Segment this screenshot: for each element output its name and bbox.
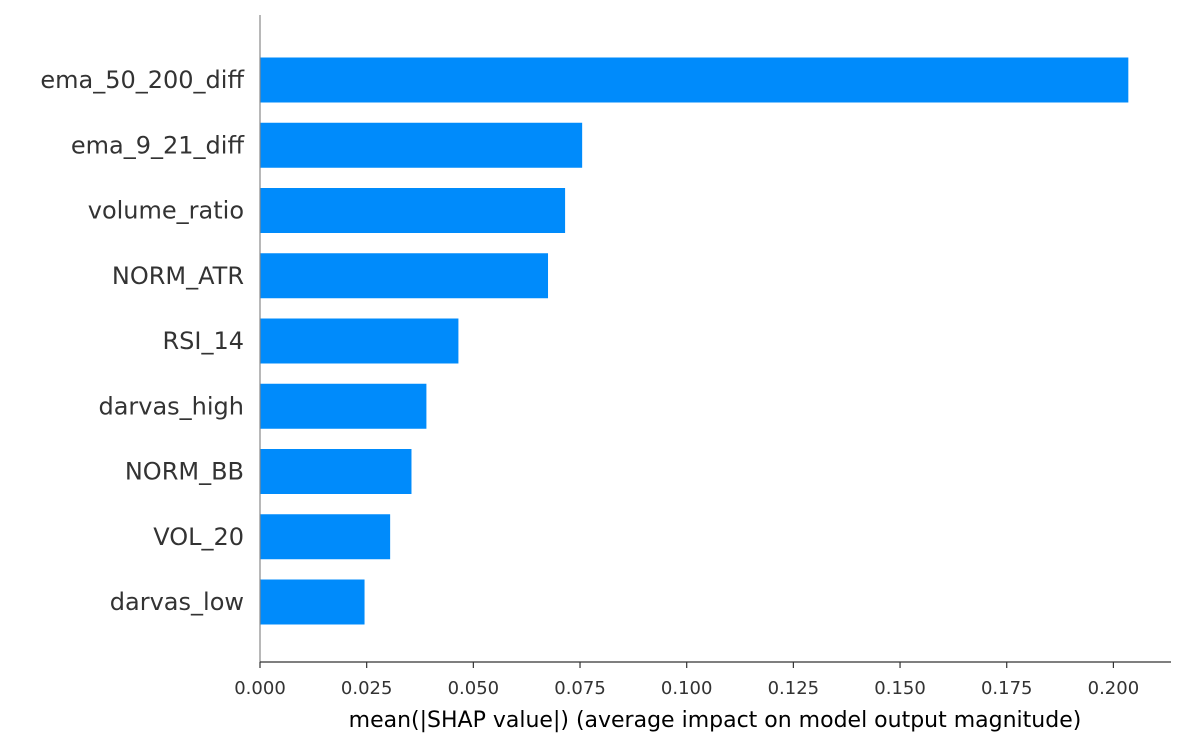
x-tick-label: 0.025 [341,678,393,699]
x-tick-label: 0.150 [874,678,926,699]
x-ticks-group: 0.000 0.025 0.050 0.075 0.100 0.125 0.150 0.175… [234,662,1139,699]
x-tick-label: 0.000 [234,678,286,699]
bars-group [260,57,1129,625]
bar-darvas_high [260,383,427,429]
x-axis-title: mean(|SHAP value|) (average impact on mo… [349,708,1082,733]
category-label: darvas_high [98,392,244,420]
category-labels-group: ema_50_200_diff ema_9_21_diff volume_ratio… [40,66,244,616]
x-tick-label: 0.075 [554,678,606,699]
category-label: ema_50_200_diff [40,66,244,94]
category-label: ema_9_21_diff [71,131,245,159]
category-label: RSI_14 [162,327,244,355]
x-tick-label: 0.100 [661,678,713,699]
bar-NORM_BB [260,449,412,494]
bar-ema_9_21_diff [260,122,583,168]
bar-volume_ratio [260,188,566,233]
x-tick-label: 0.125 [768,678,820,699]
category-label: volume_ratio [88,197,244,225]
x-tick-label: 0.200 [1088,678,1140,699]
x-tick-label: 0.175 [981,678,1033,699]
category-label: VOL_20 [153,523,244,551]
bar-VOL_20 [260,514,391,560]
category-label: darvas_low [110,588,244,616]
bar-NORM_ATR [260,253,549,299]
category-label: NORM_BB [125,458,244,486]
bar-darvas_low [260,579,365,625]
bar-RSI_14 [260,318,459,364]
bar-ema_50_200_diff [260,57,1129,103]
x-tick-label: 0.050 [448,678,500,699]
category-label: NORM_ATR [112,262,244,290]
